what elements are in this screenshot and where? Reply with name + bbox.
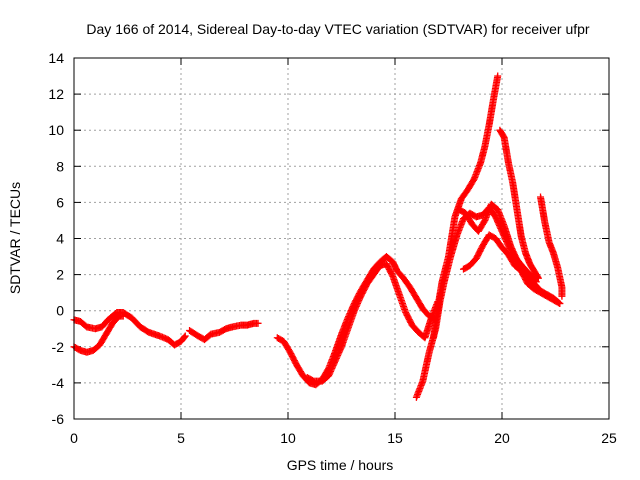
x-tick-label: 0 <box>70 430 78 446</box>
y-tick-label: 8 <box>56 158 64 174</box>
y-tick-label: 4 <box>56 231 64 247</box>
y-tick-label: 12 <box>48 86 64 102</box>
y-axis-label: SDTVAR / TECUs <box>7 182 23 294</box>
data-point <box>494 72 502 80</box>
y-tick-label: 0 <box>56 303 64 319</box>
x-tick-label: 15 <box>387 430 403 446</box>
series-segment <box>430 72 502 342</box>
plot-frame <box>73 57 610 420</box>
series-segment <box>455 200 540 286</box>
data-layer <box>70 72 566 401</box>
data-point <box>181 332 189 340</box>
data-point <box>254 319 262 327</box>
data-point <box>558 292 566 300</box>
data-point <box>556 299 564 307</box>
chart-title: Day 166 of 2014, Sidereal Day-to-day VTE… <box>86 21 590 37</box>
data-point <box>119 312 127 320</box>
y-tick-label: 14 <box>48 50 64 66</box>
series-segment <box>537 193 566 300</box>
y-tick-label: 10 <box>48 122 64 138</box>
data-point <box>532 278 540 286</box>
data-point <box>554 299 562 307</box>
x-tick-label: 5 <box>177 430 185 446</box>
y-tick-label: -4 <box>52 375 65 391</box>
y-tick-label: -6 <box>52 411 65 427</box>
series-segment <box>186 319 262 344</box>
y-tick-label: -2 <box>52 339 65 355</box>
series-segment <box>496 126 542 282</box>
tick-label-layer: 0 5 10 15 20 25 -6 -4 -2 0 2 4 6 8 10 12 14 <box>48 50 617 446</box>
series-segment <box>70 312 127 356</box>
series-0 <box>70 72 566 401</box>
data-point <box>180 333 188 341</box>
x-axis-label: GPS time / hours <box>287 457 394 473</box>
x-tick-label: 25 <box>601 430 617 446</box>
data-point <box>531 277 539 285</box>
y-tick-label: 2 <box>56 267 64 283</box>
x-tick-label: 10 <box>280 430 296 446</box>
x-tick-label: 20 <box>494 430 510 446</box>
y-tick-label: 6 <box>56 194 64 210</box>
